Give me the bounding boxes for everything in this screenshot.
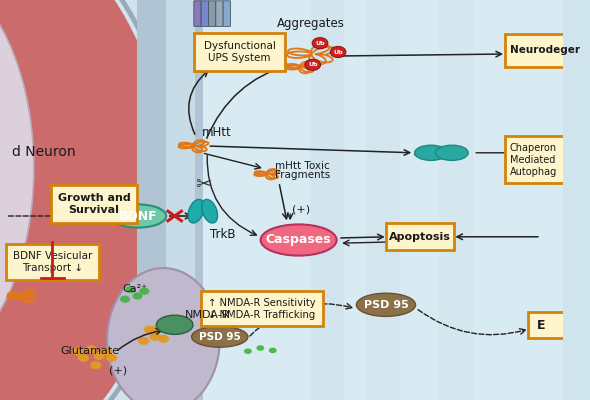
Text: Caspases: Caspases xyxy=(266,234,332,246)
FancyBboxPatch shape xyxy=(506,136,568,183)
Ellipse shape xyxy=(415,145,447,160)
Ellipse shape xyxy=(356,293,415,316)
Circle shape xyxy=(149,333,160,341)
Circle shape xyxy=(90,361,101,369)
Circle shape xyxy=(106,354,117,362)
Text: ✂: ✂ xyxy=(195,175,211,194)
Circle shape xyxy=(257,345,264,351)
Circle shape xyxy=(330,46,346,58)
Circle shape xyxy=(144,326,155,334)
Text: Growth and
Survival: Growth and Survival xyxy=(58,193,130,215)
Text: d Neuron: d Neuron xyxy=(12,145,76,159)
Text: mHtt: mHtt xyxy=(202,126,231,139)
FancyBboxPatch shape xyxy=(0,0,563,400)
FancyBboxPatch shape xyxy=(201,291,323,326)
Text: BDNF Vesicular
Transport ↓: BDNF Vesicular Transport ↓ xyxy=(13,251,92,273)
Circle shape xyxy=(120,296,130,303)
FancyBboxPatch shape xyxy=(166,0,195,400)
Circle shape xyxy=(94,352,105,360)
Ellipse shape xyxy=(192,326,248,347)
Circle shape xyxy=(72,348,83,356)
Text: Ub: Ub xyxy=(315,41,324,46)
FancyBboxPatch shape xyxy=(194,33,285,71)
Ellipse shape xyxy=(202,200,218,223)
Ellipse shape xyxy=(435,145,468,160)
FancyBboxPatch shape xyxy=(51,185,137,223)
FancyBboxPatch shape xyxy=(6,244,99,280)
FancyBboxPatch shape xyxy=(386,223,454,250)
FancyBboxPatch shape xyxy=(201,1,208,26)
FancyBboxPatch shape xyxy=(194,1,201,26)
Text: Chaperon
Mediated
Autophag: Chaperon Mediated Autophag xyxy=(510,143,557,178)
Text: ↑ NMDA-R Sensitivity
↓ NMDA-R Trafficking: ↑ NMDA-R Sensitivity ↓ NMDA-R Traffickin… xyxy=(208,298,316,320)
Circle shape xyxy=(158,335,169,343)
Text: E: E xyxy=(536,319,545,332)
Text: mHtt Toxic: mHtt Toxic xyxy=(275,161,330,171)
FancyBboxPatch shape xyxy=(440,0,473,400)
FancyBboxPatch shape xyxy=(137,0,202,400)
FancyBboxPatch shape xyxy=(216,1,223,26)
Circle shape xyxy=(305,59,320,70)
Text: Ub: Ub xyxy=(308,62,317,67)
Circle shape xyxy=(244,348,252,354)
FancyBboxPatch shape xyxy=(366,0,400,400)
Ellipse shape xyxy=(188,200,204,223)
Text: PSD 95: PSD 95 xyxy=(199,332,241,342)
Circle shape xyxy=(152,325,163,333)
Text: NMDA-R: NMDA-R xyxy=(185,310,230,320)
Text: PSD 95: PSD 95 xyxy=(363,300,408,310)
Text: Neurodeger: Neurodeger xyxy=(510,45,580,55)
Text: Glutamate: Glutamate xyxy=(60,346,119,356)
Text: (+): (+) xyxy=(109,366,127,376)
Circle shape xyxy=(86,345,97,353)
Circle shape xyxy=(312,38,328,49)
Circle shape xyxy=(132,292,143,300)
Circle shape xyxy=(101,348,113,356)
FancyBboxPatch shape xyxy=(528,312,568,338)
Text: Aggregates: Aggregates xyxy=(277,17,345,30)
Ellipse shape xyxy=(261,224,337,256)
FancyBboxPatch shape xyxy=(310,0,344,400)
Ellipse shape xyxy=(110,204,166,228)
Circle shape xyxy=(126,286,136,293)
Circle shape xyxy=(138,337,149,345)
Ellipse shape xyxy=(107,268,219,400)
FancyBboxPatch shape xyxy=(208,1,216,26)
Ellipse shape xyxy=(156,315,193,334)
FancyBboxPatch shape xyxy=(223,1,231,26)
Circle shape xyxy=(78,354,89,362)
Text: (+): (+) xyxy=(292,205,310,215)
FancyBboxPatch shape xyxy=(506,34,568,67)
Text: Dysfunctional
UPS System: Dysfunctional UPS System xyxy=(204,41,276,63)
Text: TrkB: TrkB xyxy=(209,228,235,240)
Circle shape xyxy=(139,288,149,295)
Text: Ub: Ub xyxy=(333,50,343,54)
FancyBboxPatch shape xyxy=(192,0,590,400)
Ellipse shape xyxy=(0,0,34,368)
Ellipse shape xyxy=(0,0,169,400)
Circle shape xyxy=(269,348,277,353)
Text: Ca²⁺: Ca²⁺ xyxy=(123,284,148,294)
Text: Apoptosis: Apoptosis xyxy=(389,232,451,242)
Text: Fragments: Fragments xyxy=(275,170,330,180)
Text: BDNF: BDNF xyxy=(119,210,158,222)
